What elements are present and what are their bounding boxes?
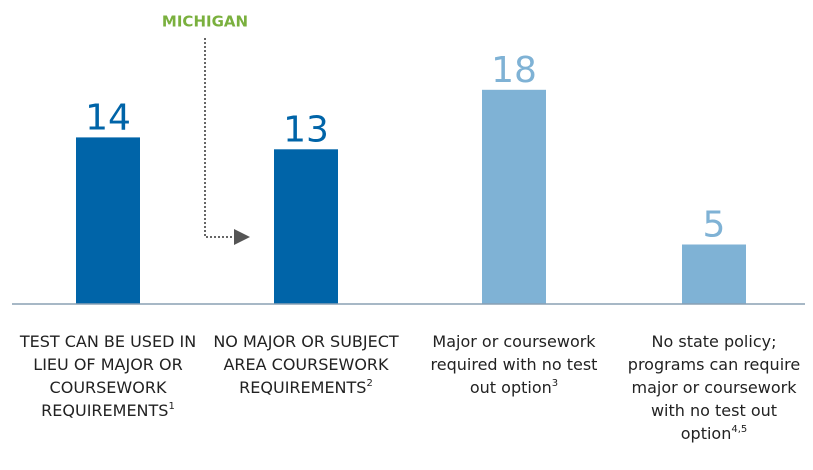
footnote-mark: 1 — [168, 401, 175, 412]
category-text: Major or coursework required with no tes… — [430, 332, 598, 397]
annotation: MICHIGAN — [162, 13, 248, 31]
value-label: 13 — [283, 109, 329, 150]
category-text: No state policy; programs can require ma… — [627, 332, 801, 443]
bar — [274, 149, 338, 304]
footnote-mark: 4,5 — [731, 424, 748, 435]
x-tick-label: NO MAJOR OR SUBJECT AREA COURSEWORK REQU… — [211, 330, 401, 399]
annotation-arrow — [204, 38, 250, 245]
category-text: NO MAJOR OR SUBJECT AREA COURSEWORK REQU… — [213, 332, 399, 397]
x-tick-label: No state policy; programs can require ma… — [619, 330, 809, 445]
value-label: 5 — [703, 205, 726, 246]
value-label: 18 — [491, 50, 537, 91]
bar — [76, 137, 140, 304]
bar — [682, 244, 746, 304]
x-tick-label: TEST CAN BE USED IN LIEU OF MAJOR OR COU… — [13, 330, 203, 422]
footnote-mark: 3 — [551, 378, 559, 389]
value-label: 14 — [85, 97, 131, 138]
category-text: TEST CAN BE USED IN LIEU OF MAJOR OR COU… — [19, 332, 197, 420]
footnote-mark: 2 — [366, 378, 373, 389]
x-tick-label: Major or coursework required with no tes… — [419, 330, 609, 399]
bar — [482, 89, 546, 304]
